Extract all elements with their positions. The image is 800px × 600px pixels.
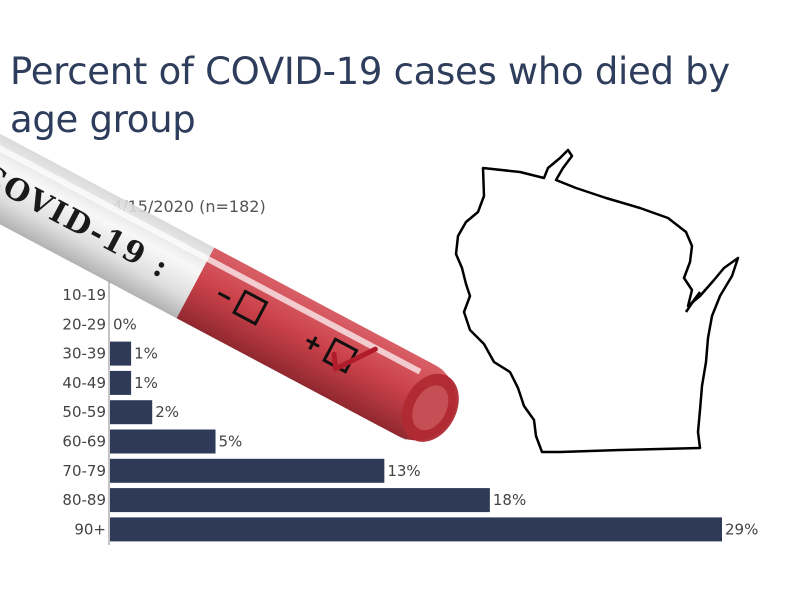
bar-80-89 — [110, 488, 490, 513]
y-tick-label: 10-19 — [62, 286, 106, 304]
data-label: 18% — [493, 491, 526, 509]
y-tick-label: 40-49 — [62, 374, 106, 392]
y-tick-label: 60-69 — [62, 433, 106, 451]
bar-60-69 — [110, 429, 216, 454]
y-tick-label: 50-59 — [62, 403, 106, 421]
chart-subtitle: 4/15/2020 (n=182) — [112, 197, 266, 216]
y-tick-label: 70-79 — [62, 462, 106, 480]
data-label: 2% — [155, 403, 179, 421]
data-label: 0% — [113, 315, 137, 333]
data-label: 1% — [134, 374, 158, 392]
bar-40-49 — [110, 370, 132, 395]
y-tick-label: 80-89 — [62, 491, 106, 509]
bar-90+ — [110, 517, 722, 542]
bar-30-39 — [110, 341, 132, 366]
y-tick-label: 90+ — [74, 520, 106, 538]
bar-50-59 — [110, 400, 153, 425]
y-tick-label: 30-39 — [62, 345, 106, 363]
data-label: 5% — [219, 433, 243, 451]
data-label: 1% — [134, 345, 158, 363]
data-label: 13% — [387, 462, 420, 480]
y-tick-label: 20-29 — [62, 315, 106, 333]
bar-70-79 — [110, 458, 385, 483]
data-label: 29% — [725, 520, 758, 538]
